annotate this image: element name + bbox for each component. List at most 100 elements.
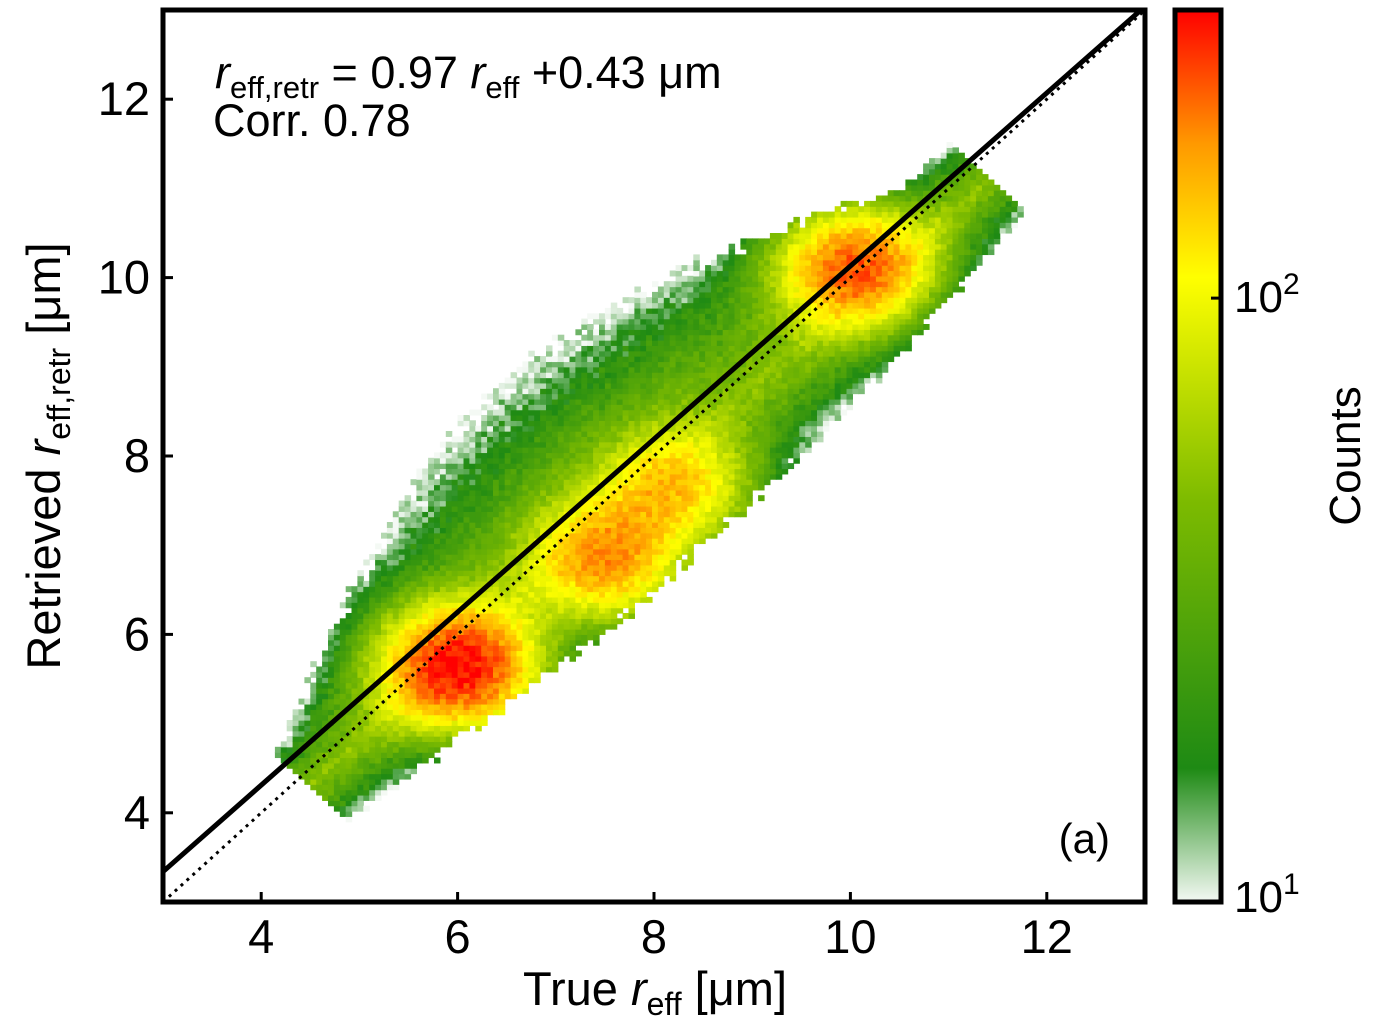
heatmap-cell — [834, 233, 842, 239]
heatmap-cell — [799, 238, 806, 245]
heatmap-cell — [858, 238, 865, 245]
heatmap-cell — [322, 666, 329, 673]
heatmap-cell — [516, 436, 523, 443]
heatmap-cell — [740, 307, 747, 314]
heatmap-cell — [316, 704, 323, 710]
heatmap-cell — [439, 607, 447, 614]
heatmap-cell — [475, 559, 482, 566]
heatmap-cell — [634, 447, 641, 454]
heatmap-cell — [569, 548, 576, 555]
heatmap-cell — [793, 329, 800, 336]
heatmap-cell — [522, 580, 529, 587]
heatmap-cell — [516, 473, 523, 480]
heatmap-cell — [386, 564, 394, 571]
heatmap-cell — [422, 677, 429, 684]
heatmap-cell — [369, 575, 376, 582]
heatmap-cell — [333, 752, 341, 759]
heatmap-cell — [604, 388, 612, 395]
heatmap-cell — [557, 554, 565, 561]
heatmap-cell — [604, 463, 612, 470]
heatmap-cell — [805, 398, 812, 405]
heatmap-cell — [316, 693, 323, 700]
heatmap-cell — [834, 366, 842, 373]
heatmap-cell — [669, 334, 677, 341]
heatmap-cell — [711, 275, 718, 282]
heatmap-cell — [875, 222, 883, 229]
heatmap-cell — [687, 441, 694, 448]
heatmap-cell — [646, 318, 653, 325]
heatmap-cell — [434, 602, 441, 609]
heatmap-cell — [363, 784, 370, 791]
heatmap-cell — [799, 281, 806, 288]
heatmap-cell — [428, 596, 435, 603]
heatmap-cell — [769, 249, 777, 256]
heatmap-cell — [498, 634, 506, 641]
heatmap-cell — [434, 661, 441, 668]
heatmap-cell — [551, 489, 559, 496]
heatmap-cell — [599, 425, 606, 432]
heatmap-cell — [740, 366, 747, 373]
heatmap-cell — [716, 527, 724, 534]
heatmap-cell — [463, 511, 470, 518]
heatmap-cell — [593, 559, 600, 566]
heatmap-cell — [628, 409, 635, 416]
heatmap-cell — [758, 420, 765, 427]
heatmap-cell — [646, 554, 653, 561]
heatmap-cell — [799, 431, 806, 437]
heatmap-cell — [587, 506, 594, 512]
heatmap-cell — [693, 532, 700, 539]
heatmap-cell — [752, 447, 759, 454]
heatmap-cell — [634, 404, 641, 411]
heatmap-cell — [722, 350, 730, 357]
heatmap-cell — [669, 307, 677, 314]
heatmap-cell — [434, 468, 441, 475]
heatmap-cell — [333, 671, 341, 678]
heatmap-cell — [769, 415, 777, 421]
heatmap-cell — [563, 393, 571, 400]
heatmap-cell — [451, 698, 459, 705]
heatmap-cell — [775, 463, 783, 470]
heatmap-cell — [439, 575, 447, 582]
heatmap-cell — [469, 645, 476, 652]
heatmap-cell — [439, 559, 447, 566]
heatmap-cell — [493, 655, 500, 662]
heatmap-cell — [404, 564, 412, 571]
heatmap-cell — [828, 259, 836, 266]
heatmap-cell — [781, 297, 789, 304]
heatmap-cell — [628, 559, 635, 566]
heatmap-cell — [687, 452, 694, 459]
heatmap-cell — [439, 596, 447, 603]
heatmap-cell — [557, 350, 565, 357]
heatmap-cell — [593, 404, 600, 411]
heatmap-cell — [310, 704, 317, 710]
heatmap-cell — [546, 532, 553, 539]
heatmap-cell — [604, 548, 612, 555]
heatmap-cell — [363, 720, 370, 726]
heatmap-cell — [799, 436, 806, 443]
heatmap-cell — [870, 265, 877, 272]
heatmap-cell — [616, 586, 624, 593]
heatmap-cell — [657, 479, 665, 486]
heatmap-cell — [422, 575, 429, 582]
heatmap-cell — [546, 436, 553, 443]
heatmap-cell — [787, 340, 795, 346]
heatmap-cell — [722, 447, 730, 454]
heatmap-cell — [404, 741, 412, 748]
heatmap-cell — [652, 506, 659, 512]
heatmap-cell — [652, 447, 659, 454]
heatmap-cell — [493, 463, 500, 470]
heatmap-cell — [428, 559, 435, 566]
heatmap-cell — [292, 709, 300, 716]
heatmap-cell — [870, 259, 877, 266]
heatmap-cell — [510, 570, 518, 577]
heatmap-cell — [428, 527, 435, 534]
heatmap-cell — [469, 463, 476, 470]
heatmap-cell — [528, 613, 535, 619]
heatmap-cell — [569, 629, 576, 635]
heatmap-cell — [428, 693, 435, 700]
heatmap-cell — [481, 618, 488, 625]
heatmap-cell — [398, 618, 406, 625]
heatmap-cell — [292, 746, 300, 753]
heatmap-cell — [439, 463, 447, 470]
heatmap-cell — [864, 243, 871, 250]
